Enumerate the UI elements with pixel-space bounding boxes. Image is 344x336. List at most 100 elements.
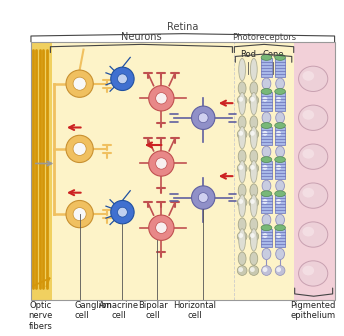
Ellipse shape [261,54,272,60]
Ellipse shape [262,214,271,225]
FancyBboxPatch shape [261,127,272,145]
Circle shape [275,129,285,139]
Circle shape [261,232,271,241]
Ellipse shape [238,184,246,197]
Bar [294,42,335,300]
Ellipse shape [250,127,257,149]
Circle shape [73,208,86,221]
Circle shape [250,97,255,102]
Circle shape [118,74,127,84]
Ellipse shape [250,116,258,129]
Ellipse shape [250,92,257,115]
Circle shape [249,129,259,139]
Bar [31,42,335,300]
Ellipse shape [276,146,284,157]
Ellipse shape [261,191,272,197]
Ellipse shape [238,82,246,95]
Ellipse shape [239,195,246,217]
Circle shape [149,86,174,111]
Ellipse shape [275,157,286,163]
Circle shape [261,164,271,173]
Circle shape [156,222,167,234]
Ellipse shape [261,89,272,94]
Circle shape [275,198,285,207]
Ellipse shape [261,123,272,128]
Ellipse shape [302,110,314,120]
Ellipse shape [239,58,246,81]
Ellipse shape [250,229,257,251]
Text: Pigmented
epithelium: Pigmented epithelium [290,301,336,320]
Ellipse shape [262,146,271,157]
Circle shape [198,113,208,123]
Text: Ganglion
cell: Ganglion cell [75,301,112,320]
FancyBboxPatch shape [275,92,286,111]
Circle shape [249,232,259,241]
Ellipse shape [299,183,328,208]
Ellipse shape [250,195,257,217]
Circle shape [276,165,281,170]
Bar [31,42,52,300]
Ellipse shape [239,92,246,115]
Ellipse shape [239,127,246,149]
Ellipse shape [276,112,284,123]
Circle shape [262,131,267,136]
Ellipse shape [276,214,284,225]
Ellipse shape [250,218,258,231]
Circle shape [237,95,247,105]
Circle shape [262,97,267,102]
Ellipse shape [299,66,328,91]
Circle shape [111,201,134,224]
Circle shape [66,201,93,228]
FancyBboxPatch shape [261,229,272,247]
Ellipse shape [299,144,328,169]
Text: Photoreceptors: Photoreceptors [232,33,296,42]
Circle shape [238,97,243,102]
Ellipse shape [262,248,271,260]
Ellipse shape [262,78,271,89]
Circle shape [249,164,259,173]
Circle shape [250,233,255,238]
Ellipse shape [276,78,284,89]
Ellipse shape [276,180,284,192]
Circle shape [237,198,247,207]
Ellipse shape [275,123,286,128]
Ellipse shape [239,229,246,251]
Text: Retina: Retina [167,22,198,32]
Text: Neurons: Neurons [121,33,162,42]
Circle shape [156,93,167,104]
Circle shape [156,158,167,169]
Ellipse shape [250,150,258,163]
Text: Rod: Rod [240,50,256,59]
Circle shape [275,95,285,105]
Ellipse shape [238,116,246,129]
Ellipse shape [250,161,257,183]
Circle shape [262,199,267,204]
Bar [31,42,294,300]
Ellipse shape [275,225,286,230]
FancyBboxPatch shape [261,92,272,111]
Text: Amacrine
cell: Amacrine cell [98,301,139,320]
FancyBboxPatch shape [275,58,286,77]
Ellipse shape [238,150,246,163]
Circle shape [261,129,271,139]
Circle shape [276,233,281,238]
Circle shape [66,135,93,163]
FancyBboxPatch shape [275,229,286,247]
Circle shape [238,267,243,272]
FancyBboxPatch shape [275,161,286,179]
Text: Bipolar
cell: Bipolar cell [138,301,168,320]
Circle shape [149,151,174,176]
Ellipse shape [299,222,328,247]
FancyBboxPatch shape [261,58,272,77]
Ellipse shape [262,112,271,123]
Ellipse shape [262,180,271,192]
Ellipse shape [302,71,314,81]
Ellipse shape [276,248,284,260]
Circle shape [261,266,271,276]
Text: Horizontal
cell: Horizontal cell [173,301,216,320]
Circle shape [73,77,86,90]
Circle shape [250,199,255,204]
FancyBboxPatch shape [261,161,272,179]
Circle shape [111,67,134,90]
Circle shape [276,199,281,204]
